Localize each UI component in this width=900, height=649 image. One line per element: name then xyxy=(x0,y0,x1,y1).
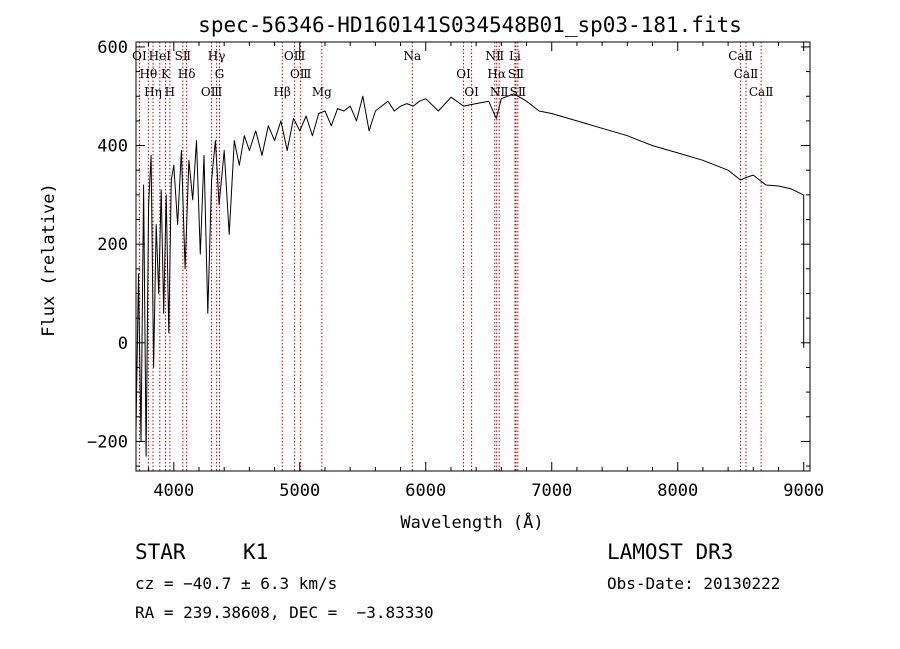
x-tick-label: 6000 xyxy=(405,481,446,501)
y-axis-label: Flux (relative) xyxy=(39,183,59,337)
line-label: CaⅡ xyxy=(734,67,759,81)
line-label: G xyxy=(215,67,225,81)
line-label: HeⅠ xyxy=(149,49,172,63)
y-tick-label: 600 xyxy=(97,38,128,58)
x-tick-label: 7000 xyxy=(531,481,572,501)
line-label: Hδ xyxy=(178,67,196,81)
line-label: Hθ xyxy=(139,67,157,81)
line-label: Hα xyxy=(487,67,506,81)
y-axis-ticks: −200 0 200 400 600 xyxy=(87,38,810,467)
line-label: Hγ xyxy=(208,49,226,63)
line-label: OⅠ xyxy=(464,85,479,99)
x-tick-label: 8000 xyxy=(657,481,698,501)
line-label: SⅡ xyxy=(510,85,526,99)
line-label: OⅢ xyxy=(290,67,311,81)
x-tick-label: 4000 xyxy=(153,481,194,501)
x-axis-label: Wavelength (Å) xyxy=(400,511,543,533)
line-label: CaⅡ xyxy=(728,49,753,63)
line-label: Na xyxy=(403,49,421,63)
chart-title: spec-56346-HD160141S034548B01_sp03-181.f… xyxy=(198,13,742,37)
object-subclass: K1 xyxy=(243,540,269,564)
line-label: Mg xyxy=(312,85,332,99)
line-label: OⅠ xyxy=(132,49,147,63)
object-class: STAR xyxy=(135,540,186,564)
x-axis-ticks: 4000 5000 6000 7000 8000 9000 xyxy=(148,42,824,501)
line-label: Hη xyxy=(144,85,162,99)
line-label: NⅡ xyxy=(485,49,504,63)
line-label: H xyxy=(165,85,175,99)
line-label: OⅢ xyxy=(284,49,305,63)
line-label: K xyxy=(161,67,171,81)
line-label: Hβ xyxy=(274,85,291,99)
flux-series-line xyxy=(135,93,805,457)
line-label: SⅡ xyxy=(175,49,191,63)
y-tick-label: 0 xyxy=(118,334,128,354)
survey-release: LAMOST DR3 xyxy=(607,540,734,564)
line-label: OⅢ xyxy=(201,85,222,99)
line-label: CaⅡ xyxy=(749,85,774,99)
line-label: SⅡ xyxy=(508,67,524,81)
emission-line-markers xyxy=(138,42,762,471)
observation-date: Obs-Date: 20130222 xyxy=(607,574,781,593)
line-label: OⅠ xyxy=(456,67,471,81)
y-tick-label: 400 xyxy=(97,137,128,157)
line-label: Li xyxy=(509,49,521,63)
x-tick-label: 9000 xyxy=(783,481,824,501)
plot-frame xyxy=(135,41,811,472)
coordinates: RA = 239.38608, DEC = −3.83330 xyxy=(135,603,434,622)
y-tick-label: 200 xyxy=(97,235,128,255)
line-label: NⅡ xyxy=(490,85,509,99)
emission-line-labels: OⅠHθHηHeⅠKHSⅡHδOⅢHγGHβOⅢOⅢMgNaOⅠOⅠNⅡHαNⅡ… xyxy=(132,49,773,99)
y-tick-label: −200 xyxy=(87,432,128,452)
redshift-cz: cz = −40.7 ± 6.3 km/s xyxy=(135,574,338,593)
x-tick-label: 5000 xyxy=(279,481,320,501)
